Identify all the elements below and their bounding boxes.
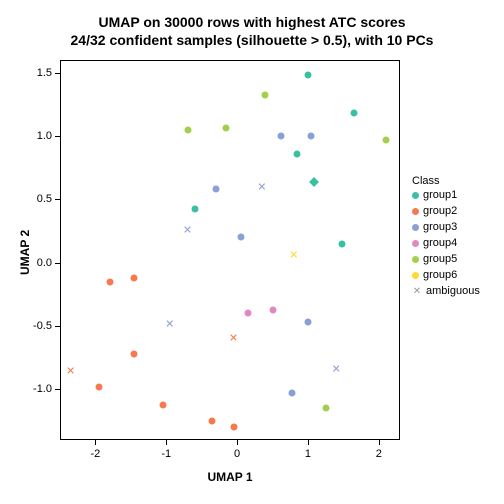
x-tick-mark	[166, 440, 167, 445]
data-point-circle	[184, 126, 191, 133]
data-point-cross: ✕	[332, 365, 341, 376]
data-point-circle	[106, 278, 113, 285]
data-point-circle	[262, 92, 269, 99]
data-point-circle	[237, 234, 244, 241]
data-point-circle	[289, 390, 296, 397]
legend-title: Class	[412, 175, 480, 187]
x-tick-mark	[379, 440, 380, 445]
legend-swatch-circle	[412, 272, 419, 279]
chart-title-line2: 24/32 confident samples (silhouette > 0.…	[0, 32, 504, 48]
y-tick-label: 1.0	[37, 130, 52, 142]
data-point-circle	[159, 401, 166, 408]
data-point-circle	[230, 424, 237, 431]
legend: Class group1 group2 group3 group4 group5 grou…	[412, 175, 480, 299]
legend-item-label: group5	[423, 253, 457, 265]
data-point-circle	[212, 186, 219, 193]
legend-item: group3	[412, 219, 480, 235]
data-point-circle	[338, 240, 345, 247]
data-point-cross: ✕	[257, 182, 266, 193]
x-tick-mark	[308, 440, 309, 445]
data-point-circle	[382, 136, 389, 143]
x-tick-label: 1	[305, 448, 311, 460]
data-point-cross: ✕	[165, 319, 174, 330]
data-point-circle	[278, 133, 285, 140]
x-axis-label: UMAP 1	[207, 470, 252, 484]
y-axis-label: UMAP 2	[18, 230, 32, 275]
y-tick-mark	[55, 263, 60, 264]
legend-item: group4	[412, 235, 480, 251]
data-point-circle	[223, 125, 230, 132]
legend-swatch-circle	[412, 256, 419, 263]
legend-item: group2	[412, 203, 480, 219]
data-point-circle	[304, 319, 311, 326]
y-tick-mark	[55, 73, 60, 74]
data-point-cross: ✕	[229, 333, 238, 344]
y-tick-label: -0.5	[33, 320, 52, 332]
legend-item: ✕ ambiguous	[412, 283, 480, 299]
data-point-circle	[209, 418, 216, 425]
data-point-circle	[191, 206, 198, 213]
legend-item: group6	[412, 267, 480, 283]
y-tick-label: 0.0	[37, 257, 52, 269]
chart-title-line1: UMAP on 30000 rows with highest ATC scor…	[0, 14, 504, 30]
scatter-chart: UMAP on 30000 rows with highest ATC scor…	[0, 0, 504, 504]
legend-swatch-circle	[412, 192, 419, 199]
x-tick-mark	[237, 440, 238, 445]
x-tick-label: 2	[376, 448, 382, 460]
y-tick-mark	[55, 389, 60, 390]
y-tick-label: 0.5	[37, 193, 52, 205]
data-point-circle	[244, 310, 251, 317]
data-point-circle	[308, 133, 315, 140]
data-point-circle	[95, 383, 102, 390]
data-point-circle	[304, 72, 311, 79]
y-tick-mark	[55, 199, 60, 200]
legend-item-label: group2	[423, 205, 457, 217]
x-tick-label: -2	[91, 448, 101, 460]
y-tick-label: -1.0	[33, 383, 52, 395]
legend-item-label: ambiguous	[426, 285, 480, 297]
y-tick-label: 1.5	[37, 67, 52, 79]
legend-item-label: group1	[423, 189, 457, 201]
plot-area	[60, 60, 400, 440]
data-point-circle	[350, 110, 357, 117]
legend-swatch-circle	[412, 208, 419, 215]
legend-item: group1	[412, 187, 480, 203]
data-point-circle	[131, 350, 138, 357]
x-tick-label: -1	[161, 448, 171, 460]
legend-item: group5	[412, 251, 480, 267]
data-point-cross: ✕	[289, 251, 298, 262]
legend-swatch-circle	[412, 240, 419, 247]
legend-swatch-circle	[412, 224, 419, 231]
data-point-circle	[294, 150, 301, 157]
legend-swatch-cross: ✕	[412, 286, 422, 297]
data-point-circle	[131, 274, 138, 281]
legend-item-label: group6	[423, 269, 457, 281]
legend-item-label: group3	[423, 221, 457, 233]
data-point-circle	[322, 405, 329, 412]
data-point-cross: ✕	[66, 366, 75, 377]
data-point-circle	[269, 306, 276, 313]
y-tick-mark	[55, 136, 60, 137]
legend-item-label: group4	[423, 237, 457, 249]
y-tick-mark	[55, 326, 60, 327]
x-tick-mark	[95, 440, 96, 445]
data-point-cross: ✕	[183, 226, 192, 237]
x-tick-label: 0	[234, 448, 240, 460]
